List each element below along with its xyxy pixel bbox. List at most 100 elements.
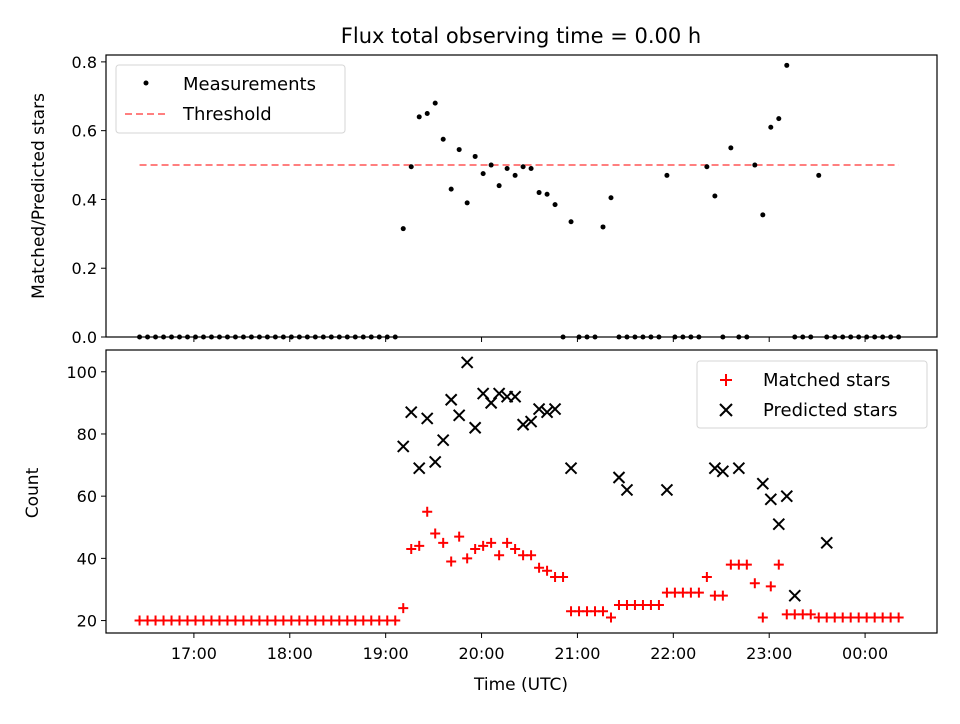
count-y-ticks: 20 40 60 80 100 (66, 363, 106, 631)
predicted-star-point (428, 455, 442, 469)
predicted-star-point (660, 483, 674, 497)
measurement-point (216, 334, 222, 340)
measurement-point (656, 334, 662, 340)
matched-star-point (598, 606, 609, 617)
measurement-point (896, 334, 902, 340)
measurement-point (192, 334, 198, 340)
measurement-point (840, 334, 846, 340)
matched-star-point (773, 559, 784, 570)
measurement-point (600, 224, 606, 230)
predicted-star-point (708, 461, 722, 475)
matched-star-point (749, 578, 760, 589)
measurement-point (177, 334, 183, 340)
ratio-x-ticks (193, 337, 866, 342)
measurement-point (704, 164, 710, 170)
count-y-tick-label: 100 (66, 363, 97, 382)
measurement-point (640, 334, 646, 340)
measurement-point (248, 334, 254, 340)
measurement-point (736, 334, 742, 340)
measurement-point (608, 195, 614, 201)
matched-star-point (502, 537, 513, 548)
chart-title: Flux total observing time = 0.00 h (341, 24, 701, 48)
predicted-star-point (524, 415, 538, 428)
measurement-point (632, 334, 638, 340)
predicted-star-point (421, 412, 434, 425)
measurement-point (760, 212, 766, 218)
legend-predicted-label: Predicted stars (763, 400, 897, 421)
ratio-plot-frame (105, 54, 938, 338)
legend-matched-marker (720, 374, 732, 386)
legend-threshold-label: Threshold (182, 104, 272, 125)
measurement-point (416, 114, 422, 120)
count-series (134, 356, 904, 626)
measurement-point (224, 334, 230, 340)
ratio-legend-box (115, 64, 346, 134)
matched-star-point (693, 587, 704, 598)
predicted-star-point (397, 440, 410, 453)
predicted-star-point (612, 471, 626, 484)
measurement-point (153, 334, 159, 340)
matched-star-point (510, 544, 521, 555)
predicted-star-point (620, 483, 634, 497)
measurement-point (360, 334, 366, 340)
measurement-point (376, 334, 382, 340)
predicted-star-point (444, 393, 458, 406)
measurement-point (784, 62, 790, 68)
measurement-point (688, 334, 694, 340)
measurement-point (504, 165, 510, 171)
measurement-point (616, 334, 622, 340)
measurement-point (384, 334, 390, 340)
measurement-point (848, 334, 854, 340)
measurement-point (808, 334, 814, 340)
measurement-point (448, 186, 454, 192)
count-legend: Matched stars Predicted stars (696, 360, 928, 429)
matched-star-point (454, 531, 465, 542)
measurement-point (352, 334, 358, 340)
measurement-point (280, 334, 286, 340)
predicted-star-point (460, 356, 474, 369)
predicted-star-point (540, 405, 554, 419)
measurement-point (832, 334, 838, 340)
predicted-star-point (764, 493, 778, 506)
measurement-point (568, 219, 574, 225)
matched-star-point (534, 562, 545, 573)
measurement-point (880, 334, 886, 340)
predicted-star-point (732, 461, 746, 475)
legend-measurements-label: Measurements (183, 74, 316, 95)
count-x-tick-label: 00:00 (842, 644, 888, 663)
count-y-tick-label: 20 (77, 612, 97, 631)
measurement-point (328, 334, 334, 340)
measurement-point (312, 334, 318, 340)
measurement-point (680, 334, 686, 340)
matched-star-point (446, 556, 457, 567)
predicted-star-point (452, 409, 466, 422)
matched-star-point (542, 565, 553, 576)
measurement-point (344, 334, 350, 340)
count-legend-box (696, 360, 928, 429)
measurement-point (864, 334, 870, 340)
measurement-point (472, 153, 478, 159)
matched-star-point (390, 615, 401, 626)
legend-measurements-marker (143, 80, 149, 86)
predicted-star-point (716, 465, 730, 478)
measurement-point (232, 334, 238, 340)
count-x-ticks: 17:00 18:00 19:00 20:00 21:00 22:00 23:00 00:00 (171, 633, 888, 663)
count-y-tick-label: 80 (77, 425, 97, 444)
measurement-point (432, 100, 438, 106)
measurement-point (576, 334, 582, 340)
matched-star-point (422, 506, 433, 517)
measurement-point (161, 334, 167, 340)
measurement-point (544, 191, 550, 197)
ratio-y-tick-label: 0.8 (72, 53, 97, 72)
measurement-point (552, 202, 558, 208)
measurement-point (672, 334, 678, 340)
count-x-tick-label: 17:00 (171, 644, 217, 663)
measurement-point (440, 136, 446, 142)
predicted-star-point (468, 421, 482, 434)
matched-star-point (494, 550, 505, 561)
count-panel: 20 40 60 80 100 17:00 18:00 19:00 20:00 21:00 22:… (23, 349, 938, 695)
measurement-point (336, 334, 342, 340)
measurement-point (824, 334, 830, 340)
measurement-point (792, 334, 798, 340)
